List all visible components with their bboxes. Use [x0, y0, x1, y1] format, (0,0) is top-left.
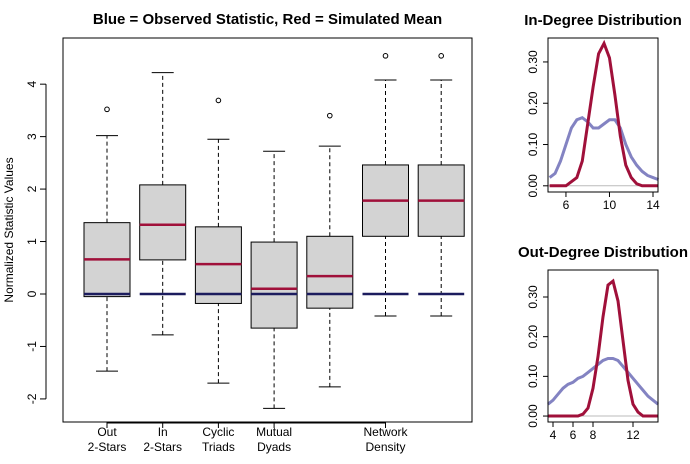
- outlier: [104, 106, 110, 113]
- x-tick-label: 6: [570, 428, 577, 442]
- x-tick-label: 8: [590, 428, 597, 442]
- y-tick-label: 0: [25, 290, 39, 297]
- x-tick-label: 10: [603, 198, 617, 212]
- y-tick-label: 0.20: [526, 325, 540, 349]
- y-axis-label: Normalized Statistic Values: [2, 157, 16, 302]
- y-tick-label: -1: [25, 341, 39, 352]
- y-tick-label: 2: [25, 185, 39, 192]
- x-tick-label: 6: [563, 198, 570, 212]
- plot-frame: [547, 269, 659, 423]
- x-tick-label: 2-Stars: [143, 440, 182, 454]
- density-curve: [549, 39, 659, 188]
- panel-title: In-Degree Distribution: [524, 12, 682, 29]
- y-tick-label: 4: [25, 81, 39, 88]
- x-tick-label: Network: [363, 425, 408, 439]
- x-tick-label: In: [158, 425, 168, 439]
- x-tick-label: 12: [626, 428, 640, 442]
- y-tick-label: 0.10: [526, 364, 540, 388]
- y-tick-label: 0.30: [526, 50, 540, 74]
- y-tick-label: 1: [25, 238, 39, 245]
- y-tick-label: 0.10: [526, 133, 540, 157]
- outlier: [382, 53, 389, 59]
- box: [139, 184, 187, 261]
- y-tick-label: 0.00: [526, 174, 540, 198]
- y-tick-label: 0.00: [526, 404, 540, 428]
- y-tick-label: 3: [25, 133, 39, 140]
- x-tick-label: 14: [646, 198, 660, 212]
- chart-title: Blue = Observed Statistic, Red = Simulat…: [93, 11, 442, 28]
- x-tick-label: Density: [365, 440, 405, 454]
- density-curve: [548, 278, 658, 418]
- x-tick-label: 2-Stars: [88, 440, 127, 454]
- y-tick-label: 0.30: [526, 285, 540, 309]
- x-tick-label: Out: [97, 425, 117, 439]
- plot-frame: [547, 37, 659, 193]
- outlier: [438, 53, 445, 59]
- plot-frame: [62, 37, 473, 423]
- outlier: [327, 112, 333, 119]
- x-tick-label: Cyclic: [202, 425, 234, 439]
- panel-title: Out-Degree Distribution: [518, 244, 688, 261]
- density-curve: [547, 357, 659, 406]
- outlier: [215, 97, 222, 104]
- x-tick-label: Dyads: [257, 440, 291, 454]
- y-tick-label: -2: [25, 393, 39, 404]
- box: [306, 235, 354, 309]
- x-tick-label: Triads: [202, 440, 235, 454]
- x-tick-label: Mutual: [256, 425, 292, 439]
- box: [250, 241, 298, 329]
- y-tick-label: 0.20: [526, 91, 540, 115]
- x-tick-label: 4: [550, 428, 557, 442]
- density-curve: [548, 115, 659, 182]
